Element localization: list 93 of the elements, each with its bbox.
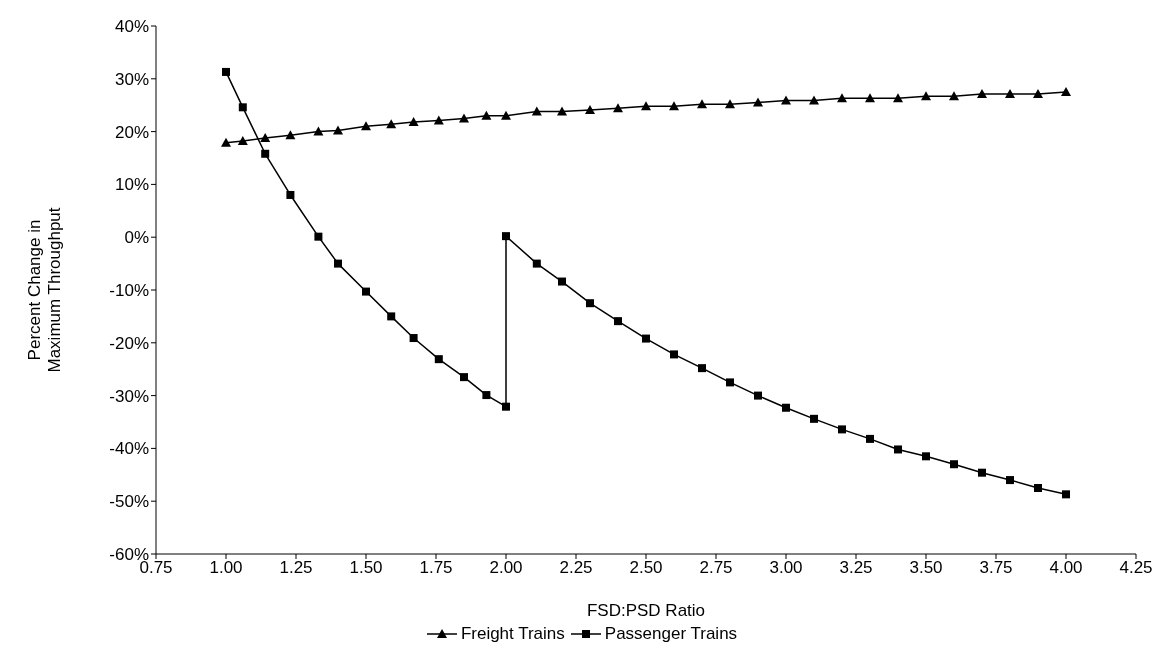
y-tick-label: 30%	[114, 69, 149, 89]
point	[726, 378, 734, 387]
point	[1061, 87, 1071, 96]
point	[285, 130, 296, 140]
point	[333, 125, 343, 135]
point	[222, 67, 230, 76]
point	[837, 93, 847, 103]
point	[670, 350, 678, 359]
y-tick-label: -40%	[109, 439, 149, 459]
point	[697, 99, 707, 109]
point	[502, 232, 510, 241]
point	[1033, 89, 1043, 99]
point	[361, 121, 371, 131]
y-tick-label: -50%	[109, 492, 149, 512]
y-tick-label: -20%	[109, 333, 149, 353]
point	[977, 89, 987, 99]
x-tick-label: 1.50	[349, 558, 383, 578]
y-tick-label: 10%	[114, 175, 149, 195]
point	[698, 364, 706, 373]
point	[459, 113, 469, 123]
x-tick-label: 4.00	[1049, 558, 1083, 578]
point	[334, 259, 342, 268]
x-tick-label: 3.00	[769, 558, 803, 578]
point	[261, 149, 270, 158]
x-tick-label: 3.25	[839, 558, 873, 578]
point	[1034, 484, 1042, 492]
point	[753, 97, 763, 107]
x-tick-label: 1.25	[279, 558, 313, 578]
x-tick-label: 2.25	[559, 558, 593, 578]
x-tick-label: 2.00	[489, 558, 523, 578]
point	[386, 119, 397, 129]
point	[978, 468, 986, 477]
point	[782, 403, 790, 412]
point	[586, 299, 594, 308]
point	[362, 287, 370, 296]
point	[613, 103, 623, 113]
point	[286, 190, 295, 199]
point	[865, 93, 875, 103]
y-axis-title: Percent Change in Maximum Throughput	[25, 207, 64, 373]
point	[893, 93, 903, 103]
point	[460, 373, 468, 382]
point	[531, 106, 542, 116]
point	[221, 137, 231, 147]
point	[725, 99, 735, 109]
point	[237, 136, 248, 146]
point	[585, 104, 595, 114]
point	[1062, 490, 1070, 499]
x-tick-label: 4.25	[1119, 558, 1153, 578]
point	[532, 259, 541, 268]
point	[557, 106, 567, 116]
point	[482, 391, 491, 400]
point	[313, 126, 324, 136]
y-tick-label: 20%	[114, 122, 149, 142]
point	[314, 232, 323, 241]
point	[238, 103, 247, 112]
x-tick-label: 3.75	[979, 558, 1013, 578]
point	[894, 445, 902, 454]
point	[502, 402, 510, 411]
y-tick-label: -10%	[109, 281, 149, 301]
legend-label: Freight Trains	[459, 624, 565, 644]
point	[434, 355, 443, 364]
point	[433, 115, 444, 125]
point	[922, 452, 930, 461]
point	[669, 101, 679, 111]
point	[481, 110, 492, 120]
x-axis-title: FSD:PSD Ratio	[586, 601, 706, 620]
x-tick-label: 1.00	[209, 558, 243, 578]
point	[501, 110, 511, 120]
x-tick-label: 1.75	[419, 558, 453, 578]
x-tick-label: 2.50	[629, 558, 663, 578]
point	[950, 460, 958, 469]
point	[1006, 476, 1014, 485]
point	[641, 101, 651, 111]
point	[387, 312, 396, 321]
point	[642, 334, 650, 343]
point	[1005, 89, 1015, 99]
point	[754, 391, 762, 400]
point	[614, 317, 622, 326]
point	[838, 425, 846, 434]
y-tick-label: 40%	[114, 17, 149, 37]
point	[949, 91, 959, 101]
point	[260, 132, 271, 142]
y-tick-label: 0%	[124, 228, 149, 248]
legend-label: Passenger Trains	[603, 624, 738, 644]
point	[408, 117, 419, 127]
point	[921, 91, 931, 101]
point	[810, 414, 818, 423]
point	[409, 334, 418, 343]
point	[558, 277, 566, 286]
x-tick-label: 3.50	[909, 558, 943, 578]
point	[866, 434, 874, 443]
y-tick-label: -30%	[109, 386, 149, 406]
x-tick-label: 2.75	[699, 558, 733, 578]
